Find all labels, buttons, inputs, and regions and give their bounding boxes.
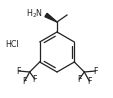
Text: F: F [92,67,97,75]
Text: F: F [86,77,91,85]
Text: F: F [22,77,27,85]
Text: HCl: HCl [5,40,19,49]
Text: F: F [16,67,21,75]
Text: F: F [32,74,37,83]
Text: F: F [76,74,81,83]
Text: H$_2$N: H$_2$N [26,8,43,20]
Polygon shape [45,13,56,22]
